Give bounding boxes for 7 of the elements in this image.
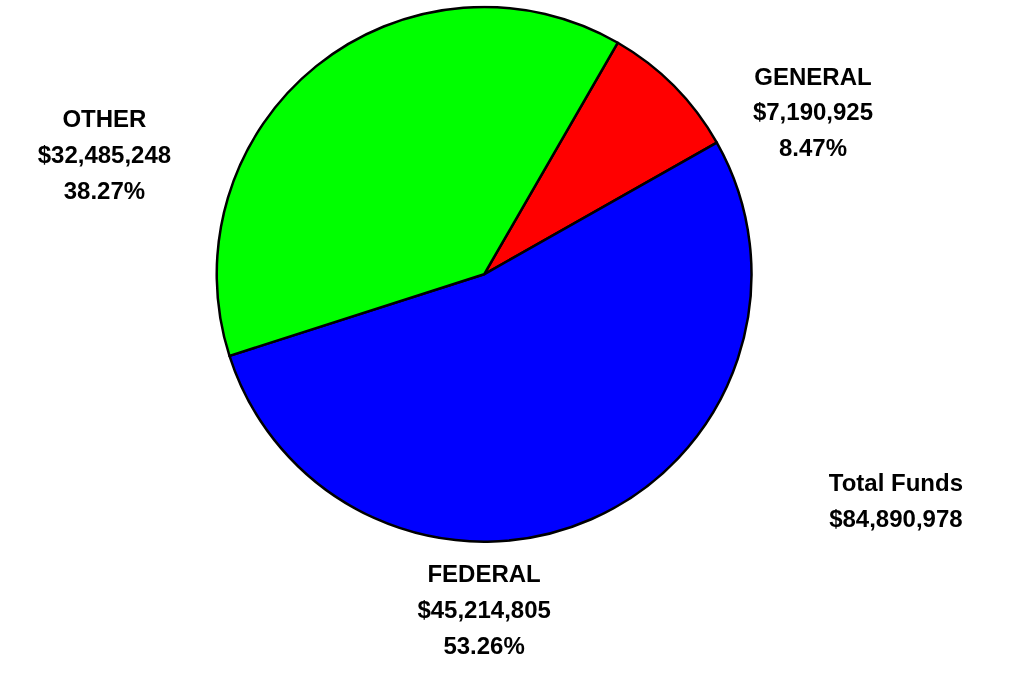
slice-label: FEDERAL: [427, 560, 541, 588]
data-label: $32,485,248 38.27%: [37, 141, 172, 204]
slice-label: GENERAL: [754, 62, 872, 90]
data-label: $45,214,805 53.26%: [417, 596, 551, 660]
slice-label: OTHER: [62, 105, 147, 133]
text: Total Funds $84,890,978: [828, 469, 963, 532]
data-label: $7,190,925 8.47%: [752, 98, 874, 162]
